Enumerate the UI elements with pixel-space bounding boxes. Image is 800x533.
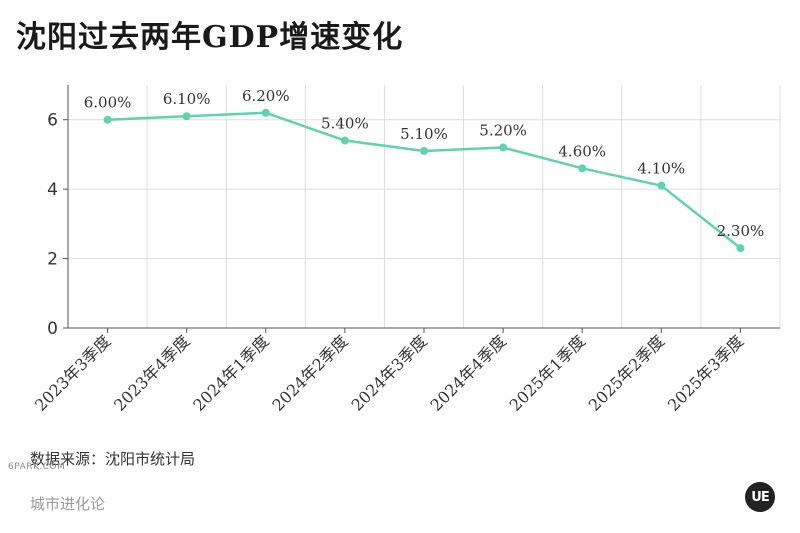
brand-name: 城市进化论 <box>30 495 106 513</box>
data-point <box>182 112 191 121</box>
data-point <box>340 136 349 145</box>
x-tick-label: 2024年2季度 <box>268 331 351 414</box>
data-points <box>103 108 745 253</box>
x-tick-label: 2024年3季度 <box>347 331 430 414</box>
x-tick-label: 2024年1季度 <box>189 331 272 414</box>
x-tick-label: 2025年2季度 <box>585 331 668 414</box>
data-label: 5.10% <box>400 125 448 143</box>
data-point <box>736 244 745 253</box>
x-tick-label: 2025年3季度 <box>664 331 747 414</box>
data-label: 4.10% <box>638 160 686 178</box>
data-point <box>578 164 587 173</box>
data-point <box>103 115 112 124</box>
data-label: 6.10% <box>163 90 211 108</box>
x-tick-label: 2024年4季度 <box>427 331 510 414</box>
data-point <box>420 146 428 155</box>
data-point <box>261 108 270 117</box>
brand-logo: UE <box>745 482 775 512</box>
x-tick-label: 2023年3季度 <box>31 331 114 414</box>
grid-lines <box>67 85 781 329</box>
data-label: 6.00% <box>84 94 132 112</box>
y-tick-labels: 0 2 4 6 <box>47 111 58 339</box>
source-note: 数据来源：沈阳市统计局 <box>30 450 196 468</box>
x-tick-label: 2023年4季度 <box>110 331 193 414</box>
y-tick-label: 4 <box>47 180 58 200</box>
watermark: 6PARK.COM <box>8 462 66 472</box>
data-label: 2.30% <box>717 222 765 240</box>
y-tick-label: 0 <box>47 319 58 339</box>
data-point <box>499 143 508 152</box>
axes <box>63 85 780 333</box>
y-tick-label: 2 <box>47 250 58 270</box>
x-tick-label: 2025年1季度 <box>506 331 589 414</box>
data-labels: 6.00% 6.10% 6.20% 5.40% 5.10% 5.20% 4.60% 4.10%… <box>84 87 765 240</box>
chart-title: 沈阳过去两年GDP增速变化 <box>16 20 404 55</box>
data-label: 6.20% <box>242 87 290 105</box>
data-label: 5.20% <box>479 121 527 139</box>
x-tick-labels: 2023年3季度2023年4季度2024年1季度2024年2季度2024年3季度… <box>31 331 747 414</box>
y-tick-label: 6 <box>47 111 58 131</box>
data-label: 5.40% <box>321 115 369 133</box>
data-label: 4.60% <box>558 142 606 160</box>
data-point <box>657 181 666 190</box>
